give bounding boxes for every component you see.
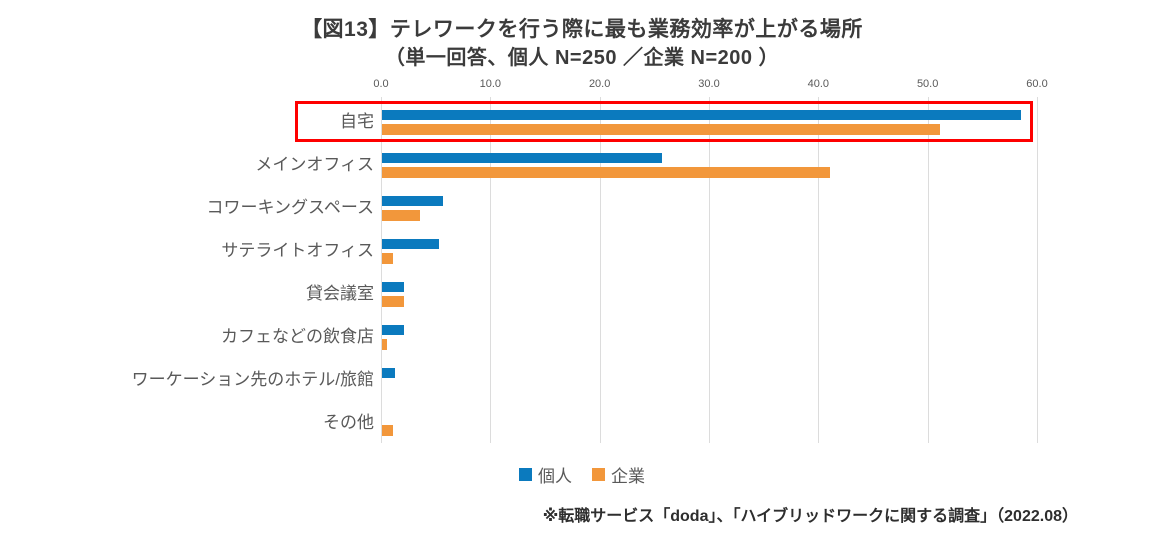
x-tick-label: 10.0 — [479, 78, 502, 90]
bar-company-0 — [382, 124, 940, 135]
company-swatch-icon — [592, 468, 605, 481]
source-note: ※転職サービス「doda」、「ハイブリッドワークに関する調査」（2022.08） — [542, 508, 1078, 525]
gridline — [599, 97, 601, 443]
legend-label-individual: 個人 — [538, 467, 572, 486]
category-label: 貸会議室 — [306, 284, 374, 303]
chart-title: 【図13】テレワークを行う際に最も業務効率が上がる場所 — [301, 18, 863, 41]
x-tick-label: 40.0 — [807, 78, 830, 90]
category-label: メインオフィス — [255, 155, 374, 174]
bar-individual-2 — [382, 195, 444, 206]
gridline — [927, 97, 929, 443]
category-label: その他 — [323, 413, 374, 432]
chart-subtitle: （単一回答、個人 N=250 ／企業 N=200 ） — [384, 47, 780, 69]
x-tick-label: 30.0 — [698, 78, 720, 90]
bar-company-5 — [382, 339, 388, 350]
gridline — [381, 97, 382, 443]
legend-label-company: 企業 — [611, 467, 645, 486]
individual-swatch-icon — [519, 468, 532, 481]
bar-individual-4 — [382, 281, 404, 292]
bar-company-7 — [382, 425, 393, 436]
category-label: サテライトオフィス — [221, 241, 374, 260]
gridline — [709, 97, 710, 443]
x-tick-label: 0.0 — [373, 78, 389, 90]
legend-item-individual: 個人 — [519, 462, 572, 487]
gridline — [490, 97, 492, 443]
x-tick-label: 20.0 — [588, 78, 611, 90]
legend: 個人 企業 — [0, 462, 1164, 487]
category-label: カフェなどの飲食店 — [221, 327, 374, 346]
bar-company-4 — [382, 296, 404, 307]
category-label: 自宅 — [340, 112, 374, 131]
category-label: ワーケーション先のホテル/旅館 — [131, 370, 374, 389]
bar-individual-5 — [382, 324, 404, 335]
category-label: コワーキングスペース — [206, 198, 374, 217]
gridline — [1037, 97, 1038, 443]
bar-company-3 — [382, 253, 393, 264]
x-tick-label: 50.0 — [916, 78, 939, 90]
bar-individual-0 — [382, 109, 1021, 120]
legend-item-company: 企業 — [592, 462, 645, 487]
gridline — [818, 97, 820, 443]
x-tick-label: 60.0 — [1026, 78, 1048, 90]
bar-individual-3 — [382, 238, 439, 249]
bar-company-2 — [382, 210, 421, 221]
highlight-rectangle — [295, 101, 1033, 142]
bar-individual-6 — [382, 367, 396, 378]
bar-individual-1 — [382, 152, 662, 163]
bar-company-1 — [382, 167, 831, 178]
